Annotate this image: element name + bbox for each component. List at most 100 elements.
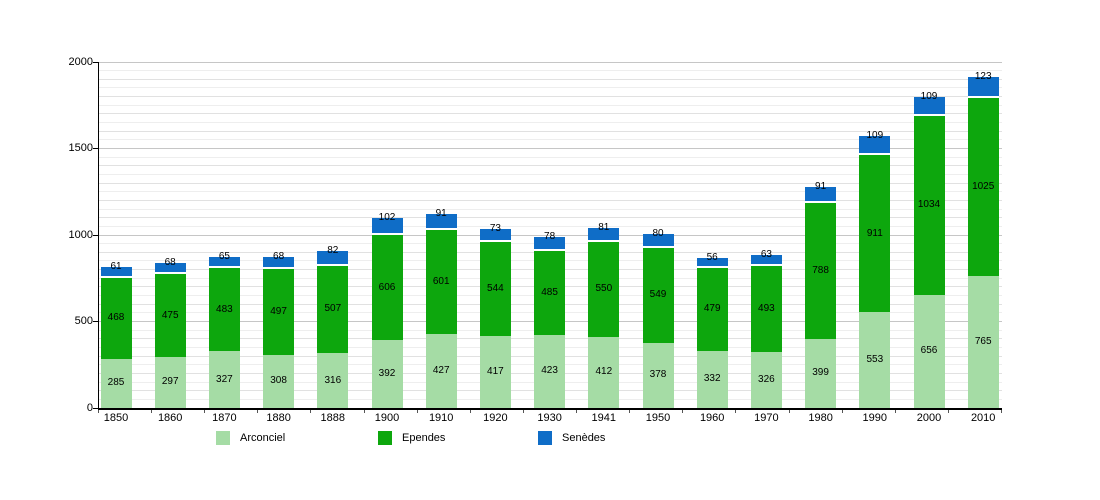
x-tick-mark <box>151 410 153 413</box>
bar-segment-ependes: 911 <box>859 154 891 313</box>
bar-segment-senèdes: 91 <box>805 181 837 203</box>
x-tick-label: 2000 <box>916 412 942 424</box>
bar-value-label: 423 <box>541 365 558 377</box>
bar-1900: 392 606 102 <box>371 212 403 408</box>
bar-value-label: 109 <box>920 90 938 102</box>
bar-segment-arconciel: 427 <box>425 334 457 408</box>
bar-value-label: 765 <box>974 335 992 347</box>
bar-value-label: 485 <box>541 286 558 298</box>
bar-value-label: 91 <box>815 180 827 192</box>
gridline <box>99 217 1002 219</box>
bar-value-label: 326 <box>758 373 775 385</box>
bar-segment-ependes: 544 <box>479 241 511 336</box>
bar-segment-arconciel: 399 <box>805 338 837 408</box>
bar-segment-senèdes: 56 <box>696 253 728 268</box>
bar-segment-arconciel: 392 <box>371 340 403 408</box>
x-tick-mark <box>788 410 790 413</box>
x-tick-mark <box>1001 410 1002 413</box>
bar-1860: 297 475 68 <box>154 257 186 408</box>
bar-1880: 308 497 68 <box>263 252 295 408</box>
bar-segment-arconciel: 417 <box>479 335 511 408</box>
bar-segment-ependes: 485 <box>534 250 566 335</box>
bar-value-label: 68 <box>273 251 285 262</box>
bar-value-label: 82 <box>327 245 339 257</box>
bar-segment-arconciel: 297 <box>154 356 186 408</box>
x-tick-mark <box>522 410 524 413</box>
gridline <box>99 199 1002 201</box>
bar-value-label: 78 <box>544 231 556 243</box>
bar-segment-senèdes: 91 <box>425 209 457 231</box>
bar-segment-ependes: 483 <box>208 267 240 352</box>
bar-segment-senèdes: 123 <box>967 72 999 99</box>
bar-1870: 327 483 65 <box>208 251 240 408</box>
bar-value-label: 80 <box>652 227 664 239</box>
gridline <box>99 156 1002 158</box>
bar-value-label: 123 <box>974 71 992 83</box>
bar-value-label: 507 <box>324 303 342 315</box>
legend-swatch-ependes <box>378 431 392 445</box>
bar-segment-ependes: 497 <box>263 268 295 355</box>
legend-label-ependes: Ependes <box>402 432 446 444</box>
x-tick-label: 1941 <box>591 412 617 424</box>
bar-2000: 656 1034 109 <box>913 91 945 408</box>
legend-swatch-senedes <box>538 431 552 445</box>
bar-value-label: 550 <box>595 283 613 295</box>
bar-segment-ependes: 493 <box>750 266 782 352</box>
bar-segment-ependes: 550 <box>588 241 620 337</box>
bar-value-label: 316 <box>324 374 342 386</box>
bar-1910: 427 601 91 <box>425 209 457 408</box>
bar-segment-arconciel: 423 <box>534 334 566 408</box>
bar-value-label: 63 <box>760 249 772 261</box>
bar-value-label: 479 <box>703 303 721 315</box>
bar-value-label: 656 <box>920 345 938 357</box>
bar-segment-ependes: 606 <box>371 235 403 341</box>
y-tick-label: 1500 <box>68 142 93 154</box>
x-tick-label: 1900 <box>374 412 400 424</box>
bar-value-label: 56 <box>706 252 718 264</box>
x-tick-mark <box>416 410 418 413</box>
gridline <box>99 148 1002 149</box>
bar-segment-senèdes: 82 <box>317 246 349 266</box>
bar-1888: 316 507 82 <box>317 246 349 408</box>
bar-value-label: 308 <box>270 375 287 387</box>
x-tick-label: 1960 <box>699 412 725 424</box>
bar-segment-senèdes: 109 <box>859 130 891 155</box>
x-tick-mark <box>257 410 259 413</box>
y-tick-mark <box>93 148 98 149</box>
x-tick-mark <box>629 410 631 413</box>
gridline <box>99 87 1002 89</box>
bar-segment-senèdes: 73 <box>479 224 511 242</box>
bar-segment-ependes: 788 <box>805 202 837 339</box>
bar-value-label: 399 <box>812 367 829 379</box>
gridline <box>99 104 1002 106</box>
bar-value-label: 109 <box>866 129 884 141</box>
x-tick-label: 1850 <box>103 412 129 424</box>
bar-segment-senèdes: 78 <box>534 232 566 251</box>
gridline <box>99 191 1002 193</box>
x-tick-mark <box>894 410 896 413</box>
bar-segment-ependes: 1034 <box>913 115 945 295</box>
bar-value-label: 1025 <box>972 181 995 192</box>
bar-segment-ependes: 479 <box>696 267 728 351</box>
bar-value-label: 378 <box>649 369 667 381</box>
x-tick-mark <box>363 410 365 413</box>
legend-swatch-arconciel <box>216 431 230 445</box>
bar-value-label: 475 <box>161 309 179 321</box>
x-tick-label: 1930 <box>537 412 562 424</box>
legend-item-senedes: Senèdes <box>538 431 605 445</box>
bar-segment-arconciel: 327 <box>208 351 240 408</box>
x-tick-mark <box>204 410 206 413</box>
bar-value-label: 483 <box>216 303 233 315</box>
y-tick-mark <box>93 234 98 236</box>
bar-segment-senèdes: 61 <box>100 262 132 278</box>
x-tick-mark <box>98 410 99 413</box>
x-tick-label: 2010 <box>970 412 996 424</box>
bar-segment-ependes: 507 <box>317 265 349 354</box>
bar-value-label: 68 <box>164 256 176 268</box>
bar-value-label: 468 <box>107 312 125 324</box>
gridline <box>99 78 1002 80</box>
y-tick-label: 2000 <box>68 55 93 68</box>
bar-1950: 378 549 80 <box>642 228 674 408</box>
bar-value-label: 392 <box>378 368 396 380</box>
gridline <box>99 208 1002 210</box>
